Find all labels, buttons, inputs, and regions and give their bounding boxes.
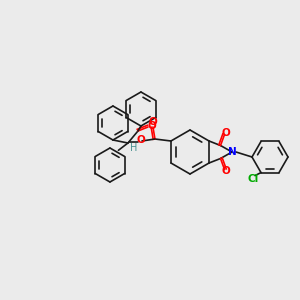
Text: O: O [148, 117, 157, 127]
Text: O: O [148, 121, 156, 131]
Text: N: N [228, 147, 236, 157]
Text: Cl: Cl [248, 174, 259, 184]
Text: O: O [221, 167, 230, 176]
Text: H: H [130, 143, 138, 153]
Text: O: O [221, 128, 230, 137]
Text: O: O [136, 135, 145, 145]
